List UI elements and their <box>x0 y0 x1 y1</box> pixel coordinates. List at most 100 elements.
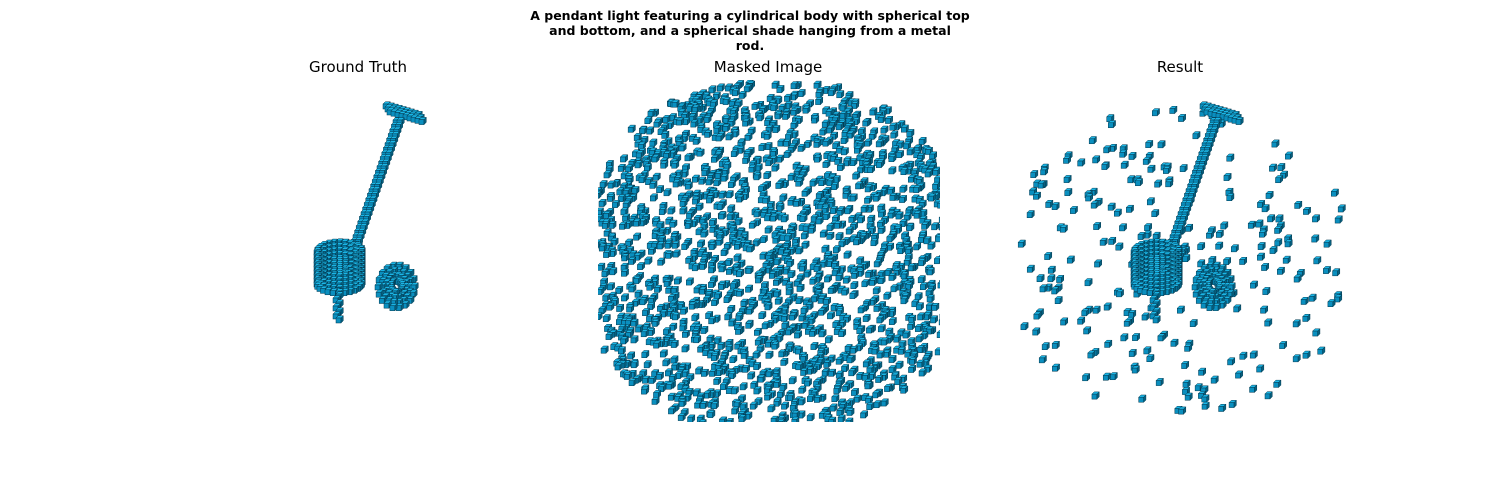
masked-voxel <box>856 215 866 224</box>
result-noise-voxel <box>1050 286 1060 295</box>
masked-voxel <box>800 231 810 240</box>
masked-voxel <box>735 288 745 297</box>
masked-voxel <box>929 315 939 324</box>
masked-voxel <box>731 406 740 415</box>
masked-voxel <box>624 238 634 247</box>
result-noise-voxel <box>1113 208 1123 217</box>
result-noise-voxel <box>1333 294 1343 303</box>
masked-voxel <box>733 253 742 262</box>
masked-voxel <box>661 130 670 140</box>
result-noise-voxel <box>1330 188 1340 197</box>
result-noise-voxel <box>1247 220 1257 230</box>
masked-voxel <box>849 157 858 167</box>
masked-voxel <box>877 209 887 218</box>
masked-voxel <box>761 321 770 330</box>
masked-voxel <box>735 194 745 203</box>
masked-voxel <box>753 327 763 337</box>
result-noise-voxel <box>1151 208 1160 218</box>
masked-voxel <box>845 417 854 422</box>
masked-voxel <box>653 284 663 294</box>
masked-voxel <box>680 241 690 251</box>
masked-voxel <box>602 210 612 220</box>
masked-voxel <box>652 389 662 399</box>
masked-voxel <box>857 126 867 136</box>
result-noise-voxel <box>1141 312 1150 321</box>
result-noise-voxel <box>1337 204 1347 213</box>
masked-voxel <box>912 242 922 251</box>
masked-voxel <box>737 139 746 148</box>
masked-voxel <box>888 316 898 326</box>
masked-voxel <box>754 337 764 346</box>
masked-voxel <box>620 293 630 302</box>
masked-voxel <box>856 325 865 335</box>
masked-voxel <box>818 329 827 338</box>
result-noise-voxel <box>1217 403 1227 413</box>
masked-voxel <box>622 200 631 209</box>
result-noise-voxel <box>1317 346 1326 355</box>
masked-voxel <box>798 313 807 322</box>
result-noise-voxel <box>1311 214 1321 223</box>
masked-voxel <box>611 199 621 209</box>
result-noise-voxel <box>1180 360 1190 370</box>
result-noise-voxel <box>1118 149 1128 158</box>
result-noise-voxel <box>1082 326 1092 335</box>
masked-voxel <box>895 149 905 159</box>
masked-voxel <box>829 205 839 215</box>
result-noise-voxel <box>1277 162 1286 172</box>
result-noise-voxel <box>1142 156 1152 166</box>
masked-voxel <box>792 198 802 208</box>
masked-voxel <box>602 249 612 259</box>
result-noise-voxel <box>1264 391 1273 400</box>
masked-voxel <box>708 241 717 251</box>
panel-result <box>1010 80 1352 422</box>
masked-voxel <box>679 206 688 215</box>
masked-voxel <box>788 375 797 385</box>
result-noise-voxel <box>1177 113 1187 123</box>
masked-voxel <box>743 84 752 93</box>
masked-voxel <box>757 374 766 383</box>
masked-voxel <box>862 313 871 323</box>
masked-voxel <box>875 159 885 169</box>
result-noise-voxel <box>1064 187 1073 197</box>
masked-voxel <box>747 126 756 135</box>
masked-voxel <box>723 161 732 170</box>
result-noise-voxel <box>1054 295 1063 305</box>
masked-voxel <box>900 166 909 176</box>
masked-voxel <box>866 164 876 174</box>
masked-voxel <box>871 390 881 399</box>
masked-voxel <box>725 266 735 276</box>
masked-voxel <box>902 330 911 339</box>
result-voxel <box>1235 116 1244 126</box>
masked-voxel <box>898 194 908 204</box>
masked-voxel <box>890 130 899 139</box>
masked-voxel <box>864 381 873 390</box>
masked-voxel <box>644 176 654 186</box>
masked-voxel <box>797 397 806 406</box>
result-noise-voxel <box>1153 179 1163 188</box>
masked-voxel <box>678 143 687 152</box>
masked-voxel <box>832 174 842 184</box>
masked-voxel <box>882 349 892 358</box>
masked-voxel <box>707 315 717 325</box>
result-noise-voxel <box>1176 305 1186 314</box>
masked-voxel <box>765 350 774 359</box>
masked-voxel <box>618 221 628 230</box>
masked-voxel <box>842 158 852 167</box>
masked-voxel <box>886 234 895 243</box>
masked-voxel <box>880 398 889 407</box>
masked-voxel <box>770 102 779 112</box>
masked-voxel <box>822 138 831 147</box>
result-noise-voxel <box>1093 259 1103 268</box>
masked-voxel <box>741 118 751 127</box>
result-noise-voxel <box>1222 256 1232 266</box>
masked-voxel <box>688 113 697 122</box>
masked-voxel <box>692 136 701 146</box>
masked-voxel <box>844 205 853 215</box>
masked-voxel <box>888 272 897 282</box>
gt-voxel <box>332 303 341 312</box>
result-noise-voxel <box>1226 357 1236 366</box>
masked-voxel <box>888 153 897 163</box>
masked-voxel <box>710 400 720 410</box>
masked-voxel <box>623 371 633 381</box>
masked-voxel <box>780 401 790 410</box>
